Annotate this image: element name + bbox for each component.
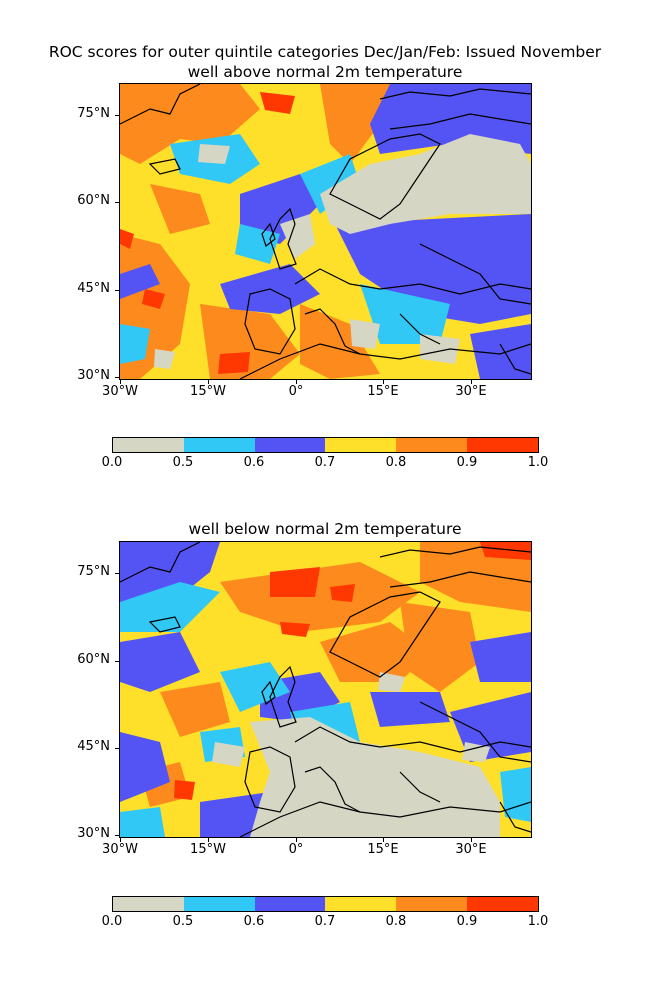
panel-1-colorbar-tick-2: 0.6 xyxy=(243,455,265,470)
map-panel-2 xyxy=(119,541,532,838)
panel-2-xtick-15e xyxy=(383,838,384,842)
map-panel-1 xyxy=(119,83,532,380)
panel-2-colorbar-tick-0: 0.0 xyxy=(101,914,123,929)
panel-2-colorbar-segment-0 xyxy=(113,897,184,911)
panel-2-ytick-30 xyxy=(115,835,119,836)
panel-2-lon-label-0: 0° xyxy=(288,842,304,857)
panel-2-colorbar-segment-5 xyxy=(467,897,538,911)
panel-1-colorbar-segment-4 xyxy=(396,438,468,452)
panel-1-colorbar-tick-0: 0.0 xyxy=(101,455,123,470)
panel-1-colorbar-segment-3 xyxy=(325,438,397,452)
panel-2-colorbar-tick-2: 0.6 xyxy=(243,914,265,929)
panel-2-xtick-15w xyxy=(208,838,209,842)
panel-2-colorbar-tick-4: 0.8 xyxy=(385,914,407,929)
panel-1-lat-label-60: 60°N xyxy=(77,193,110,208)
panel-2-ytick-45 xyxy=(115,748,119,749)
panel-1-xtick-0 xyxy=(296,380,297,384)
panel-1-colorbar-segment-0 xyxy=(113,438,184,452)
panel-2-lat-label-60: 60°N xyxy=(77,652,110,667)
panel-1-lon-label-15w: 15°W xyxy=(190,384,226,399)
panel-1-xtick-15w xyxy=(208,380,209,384)
panel-1-ytick-45 xyxy=(115,290,119,291)
panel-1-colorbar-tick-5: 0.9 xyxy=(456,455,478,470)
panel-2-lon-label-30w: 30°W xyxy=(102,842,138,857)
panel-2-colorbar-tick-3: 0.7 xyxy=(314,914,336,929)
panel-1-ytick-75 xyxy=(115,115,119,116)
panel-1-xtick-30w xyxy=(120,380,121,384)
panel-2-colorbar-segment-1 xyxy=(183,897,255,911)
figure-title: ROC scores for outer quintile categories… xyxy=(48,43,602,61)
map-panel-2-field xyxy=(120,542,531,837)
panel-2-ytick-75 xyxy=(115,573,119,574)
panel-1-xtick-15e xyxy=(383,380,384,384)
panel-1-lon-label-0: 0° xyxy=(288,384,304,399)
panel-1-colorbar-segment-2 xyxy=(254,438,326,452)
panel-1-colorbar-tick-6: 1.0 xyxy=(527,455,549,470)
panel-2-colorbar-segment-2 xyxy=(254,897,326,911)
panel-2-xtick-30w xyxy=(120,838,121,842)
panel-2-colorbar-tick-6: 1.0 xyxy=(527,914,549,929)
panel-2-colorbar-tick-1: 0.5 xyxy=(172,914,194,929)
panel-1-lat-label-30: 30°N xyxy=(77,368,110,383)
panel-1-xtick-30e xyxy=(471,380,472,384)
panel-1-lon-label-30w: 30°W xyxy=(102,384,138,399)
panel-2-colorbar-tick-5: 0.9 xyxy=(456,914,478,929)
panel-1-lon-label-30e: 30°E xyxy=(455,384,487,399)
panel-2-lon-label-30e: 30°E xyxy=(455,842,487,857)
panel-2-xtick-30e xyxy=(471,838,472,842)
panel-1-colorbar-segment-1 xyxy=(183,438,255,452)
panel-2-xtick-0 xyxy=(296,838,297,842)
panel-1-lat-label-75: 75°N xyxy=(77,106,110,121)
panel-2-lon-label-15e: 15°E xyxy=(367,842,399,857)
panel-1-colorbar-tick-1: 0.5 xyxy=(172,455,194,470)
panel-1-colorbar-tick-3: 0.7 xyxy=(314,455,336,470)
panel-1-subtitle: well above normal 2m temperature xyxy=(187,63,463,81)
panel-1-lat-label-45: 45°N xyxy=(77,281,110,296)
panel-1-lon-label-15e: 15°E xyxy=(367,384,399,399)
panel-2-subtitle: well below normal 2m temperature xyxy=(188,520,462,538)
panel-2-lon-label-15w: 15°W xyxy=(190,842,226,857)
panel-1-colorbar xyxy=(112,437,539,453)
panel-1-ytick-30 xyxy=(115,377,119,378)
panel-2-ytick-60 xyxy=(115,661,119,662)
panel-2-lat-label-45: 45°N xyxy=(77,739,110,754)
panel-2-lat-label-30: 30°N xyxy=(77,826,110,841)
panel-2-lat-label-75: 75°N xyxy=(77,564,110,579)
panel-2-colorbar xyxy=(112,896,539,912)
panel-1-colorbar-tick-4: 0.8 xyxy=(385,455,407,470)
panel-2-colorbar-segment-3 xyxy=(325,897,397,911)
panel-1-colorbar-segment-5 xyxy=(467,438,538,452)
panel-1-ytick-60 xyxy=(115,202,119,203)
map-panel-1-field xyxy=(120,84,531,379)
panel-2-colorbar-segment-4 xyxy=(396,897,468,911)
